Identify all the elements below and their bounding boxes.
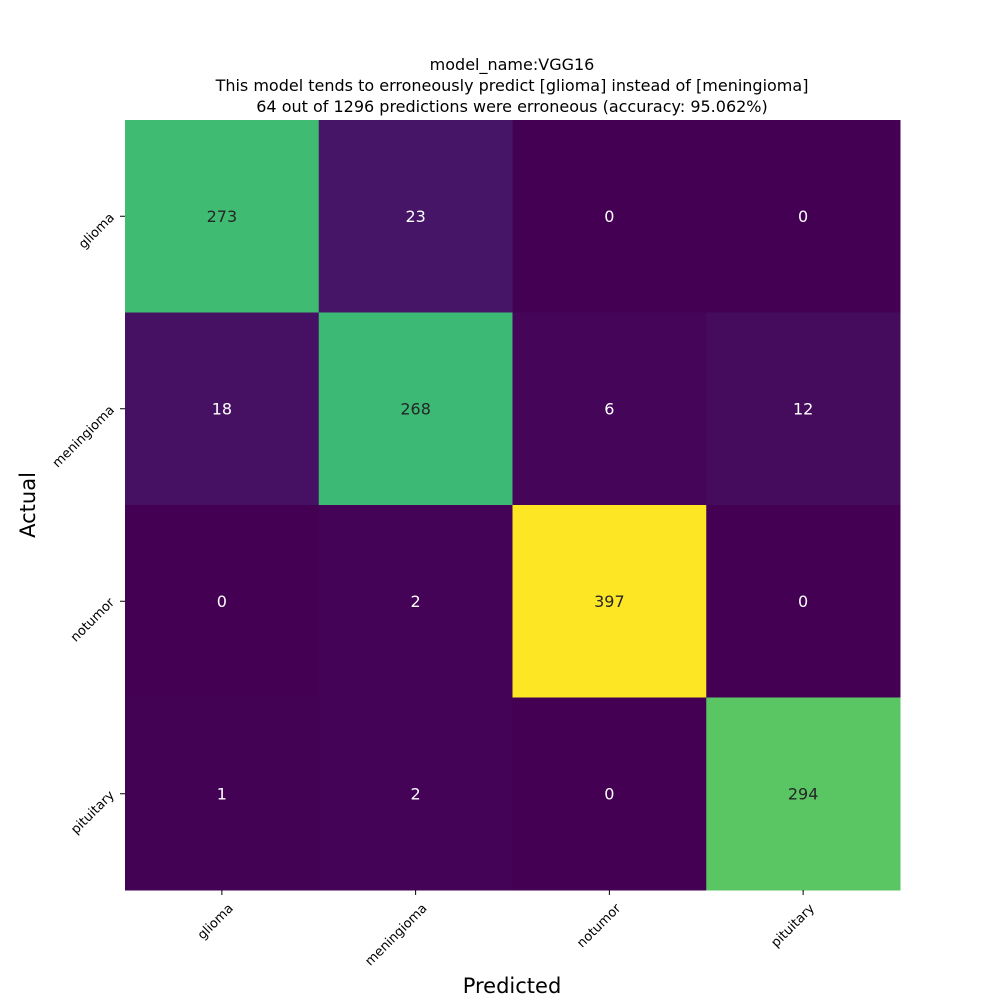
heatmap-cell-glioma-meningioma	[318, 120, 513, 313]
chart-title: model_name:VGG16 This model tends to err…	[215, 55, 809, 116]
cell-value-label: 273	[207, 207, 238, 226]
x-tick-label-notumor: notumor	[574, 901, 624, 951]
y-tick-label-notumor: notumor	[68, 595, 118, 645]
cell-value-label: 0	[604, 207, 614, 226]
cell-value-label: 0	[604, 784, 614, 803]
heatmap-cell-notumor-meningioma	[318, 505, 513, 698]
heatmap-cell-glioma-pituitary	[706, 120, 901, 313]
heatmap-cell-notumor-notumor	[512, 505, 707, 698]
y-tick-label-meningioma: meningioma	[50, 403, 118, 471]
cell-value-label: 18	[212, 399, 232, 418]
heatmap-cell-pituitary-notumor	[512, 697, 707, 891]
x-axis-label: Predicted	[463, 974, 562, 998]
x-axis-ticks: glioma meningioma notumor pituitary	[195, 890, 818, 969]
heatmap-cell-labels: 273 23 0 018 268 6 120 2 397 01 2 0 294	[207, 207, 819, 804]
heatmap-cells	[125, 120, 901, 891]
chart-title-line-3: 64 out of 1296 predictions were erroneou…	[256, 97, 768, 116]
heatmap-cell-pituitary-glioma	[125, 697, 320, 891]
heatmap-cell-glioma-glioma	[125, 120, 320, 313]
cell-value-label: 6	[604, 399, 614, 418]
cell-value-label: 23	[405, 207, 425, 226]
chart-title-line-2: This model tends to erroneously predict …	[215, 76, 809, 95]
y-tick-label-glioma: glioma	[76, 210, 118, 252]
chart-title-line-1: model_name:VGG16	[430, 55, 595, 75]
cell-value-label: 294	[788, 784, 819, 803]
heatmap-cell-notumor-glioma	[125, 505, 320, 698]
cell-value-label: 2	[411, 784, 421, 803]
heatmap-cell-notumor-pituitary	[706, 505, 901, 698]
cell-value-label: 12	[793, 399, 813, 418]
heatmap-cell-glioma-notumor	[512, 120, 707, 313]
cell-value-label: 0	[217, 592, 227, 611]
cell-value-label: 2	[411, 592, 421, 611]
y-axis-label: Actual	[16, 472, 40, 538]
cell-value-label: 1	[217, 784, 227, 803]
x-tick-label-glioma: glioma	[195, 901, 237, 943]
heatmap-cell-meningioma-glioma	[125, 312, 320, 506]
y-tick-label-pituitary: pituitary	[68, 788, 118, 838]
cell-value-label: 397	[594, 592, 625, 611]
x-tick-label-pituitary: pituitary	[769, 901, 819, 951]
cell-value-label: 0	[798, 592, 808, 611]
x-tick-label-meningioma: meningioma	[362, 901, 430, 969]
heatmap-cell-pituitary-meningioma	[318, 697, 513, 891]
cell-value-label: 268	[400, 399, 431, 418]
heatmap-cell-meningioma-meningioma	[318, 312, 513, 506]
heatmap-cell-pituitary-pituitary	[706, 697, 901, 891]
heatmap-cell-meningioma-notumor	[512, 312, 707, 506]
heatmap-cell-meningioma-pituitary	[706, 312, 901, 506]
cell-value-label: 0	[798, 207, 808, 226]
y-axis-ticks: glioma meningioma notumor pituitary	[50, 210, 125, 837]
